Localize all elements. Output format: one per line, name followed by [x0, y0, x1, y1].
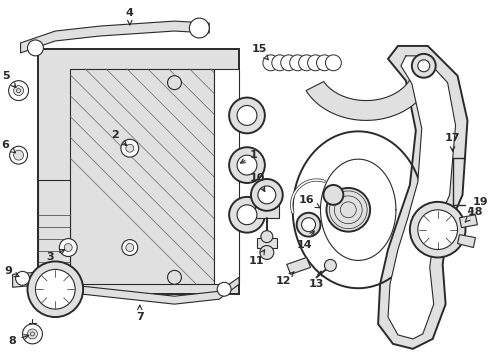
Text: 2: 2: [111, 130, 126, 145]
Circle shape: [217, 282, 231, 296]
Circle shape: [259, 246, 273, 260]
Circle shape: [271, 55, 287, 71]
Text: 5: 5: [2, 71, 16, 87]
Circle shape: [229, 197, 264, 233]
Circle shape: [27, 261, 83, 317]
Circle shape: [280, 55, 296, 71]
Circle shape: [36, 269, 75, 309]
Circle shape: [10, 146, 27, 164]
Polygon shape: [254, 195, 278, 218]
Polygon shape: [214, 69, 239, 284]
Polygon shape: [39, 49, 239, 294]
Circle shape: [301, 218, 315, 231]
Circle shape: [9, 81, 28, 100]
Circle shape: [121, 139, 139, 157]
Circle shape: [237, 155, 256, 175]
Circle shape: [417, 60, 429, 72]
Circle shape: [409, 202, 465, 257]
Circle shape: [326, 188, 369, 231]
Text: 15: 15: [251, 44, 267, 60]
Text: 11: 11: [249, 250, 264, 266]
Circle shape: [250, 179, 282, 211]
Polygon shape: [377, 46, 467, 349]
Circle shape: [189, 18, 209, 38]
Text: 8: 8: [9, 335, 29, 346]
Circle shape: [27, 40, 43, 56]
Circle shape: [125, 144, 134, 152]
Text: 17: 17: [444, 133, 459, 151]
Polygon shape: [20, 21, 209, 53]
Circle shape: [296, 213, 320, 237]
Polygon shape: [459, 215, 476, 228]
Circle shape: [64, 244, 72, 252]
Text: 9: 9: [5, 266, 19, 276]
Circle shape: [237, 205, 256, 225]
Circle shape: [27, 329, 38, 339]
Circle shape: [261, 231, 272, 243]
Text: 10: 10: [249, 173, 264, 192]
Text: 1: 1: [240, 150, 257, 163]
Circle shape: [411, 54, 435, 78]
Circle shape: [323, 185, 343, 205]
Circle shape: [289, 55, 305, 71]
Polygon shape: [70, 69, 214, 284]
Polygon shape: [39, 277, 239, 304]
Text: 3: 3: [46, 249, 64, 262]
Text: 6: 6: [2, 140, 15, 153]
Polygon shape: [256, 238, 276, 248]
Text: 7: 7: [136, 305, 143, 322]
Circle shape: [257, 186, 275, 204]
Text: 18: 18: [464, 207, 482, 222]
Text: 4: 4: [125, 8, 133, 25]
Circle shape: [59, 239, 77, 256]
Text: 19: 19: [468, 197, 487, 212]
Text: 12: 12: [275, 271, 294, 286]
Polygon shape: [13, 271, 45, 287]
Circle shape: [237, 105, 256, 125]
Polygon shape: [286, 257, 310, 274]
Circle shape: [122, 240, 138, 256]
Text: 16: 16: [298, 195, 320, 208]
Circle shape: [417, 210, 457, 249]
Circle shape: [125, 244, 134, 252]
Circle shape: [45, 279, 59, 293]
Polygon shape: [39, 180, 70, 284]
Circle shape: [298, 55, 314, 71]
Circle shape: [307, 55, 323, 71]
Circle shape: [16, 271, 29, 285]
Circle shape: [324, 260, 336, 271]
Circle shape: [14, 150, 23, 160]
Circle shape: [22, 324, 42, 344]
Circle shape: [325, 55, 341, 71]
Text: 14: 14: [296, 231, 314, 249]
Circle shape: [17, 89, 20, 93]
Circle shape: [167, 76, 181, 90]
Circle shape: [316, 55, 332, 71]
Polygon shape: [305, 71, 432, 120]
Circle shape: [229, 98, 264, 133]
Circle shape: [167, 270, 181, 284]
Circle shape: [229, 147, 264, 183]
Text: 13: 13: [308, 271, 324, 289]
Circle shape: [14, 86, 23, 96]
Polygon shape: [457, 235, 474, 248]
Circle shape: [263, 55, 278, 71]
Polygon shape: [387, 56, 455, 339]
